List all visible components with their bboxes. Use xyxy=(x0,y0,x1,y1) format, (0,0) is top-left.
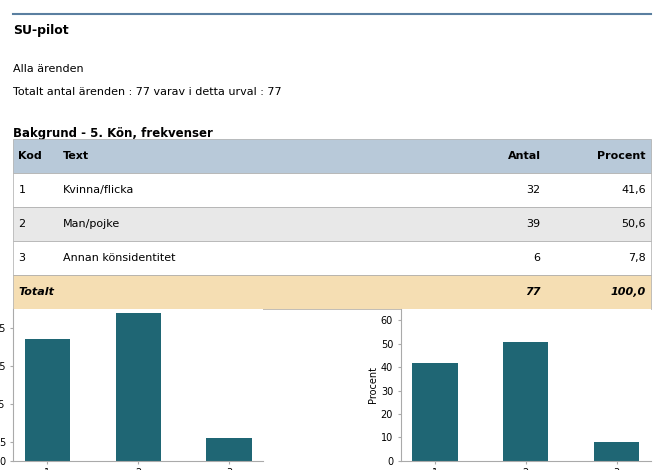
Text: 39: 39 xyxy=(527,219,540,229)
Text: Annan könsidentitet: Annan könsidentitet xyxy=(63,253,175,263)
FancyBboxPatch shape xyxy=(13,173,651,207)
Bar xyxy=(25,339,70,461)
Text: Text: Text xyxy=(63,151,89,161)
Text: 1: 1 xyxy=(19,185,25,195)
Text: Procent: Procent xyxy=(597,151,645,161)
Y-axis label: Procent: Procent xyxy=(368,366,378,403)
Text: Antal: Antal xyxy=(507,151,540,161)
Text: Man/pojke: Man/pojke xyxy=(63,219,120,229)
Text: Kod: Kod xyxy=(19,151,42,161)
Text: Bakgrund - 5. Kön, frekvenser: Bakgrund - 5. Kön, frekvenser xyxy=(13,126,213,140)
Text: 77: 77 xyxy=(525,287,540,297)
Bar xyxy=(412,363,457,461)
Text: 100,0: 100,0 xyxy=(610,287,645,297)
Text: 50,6: 50,6 xyxy=(621,219,645,229)
Text: 6: 6 xyxy=(533,253,540,263)
FancyBboxPatch shape xyxy=(13,139,651,173)
Text: Totalt: Totalt xyxy=(19,287,54,297)
Text: 41,6: 41,6 xyxy=(621,185,645,195)
FancyBboxPatch shape xyxy=(13,241,651,275)
Text: Kvinna/flicka: Kvinna/flicka xyxy=(63,185,134,195)
Bar xyxy=(116,313,161,461)
Text: 32: 32 xyxy=(527,185,540,195)
Text: SU-pilot: SU-pilot xyxy=(13,24,69,37)
Bar xyxy=(503,343,548,461)
Text: Totalt antal ärenden : 77 varav i detta urval : 77: Totalt antal ärenden : 77 varav i detta … xyxy=(13,86,282,97)
Bar xyxy=(207,438,252,461)
Text: 3: 3 xyxy=(19,253,25,263)
Bar xyxy=(594,442,639,461)
Text: 7,8: 7,8 xyxy=(628,253,645,263)
Text: 2: 2 xyxy=(19,219,25,229)
FancyBboxPatch shape xyxy=(13,275,651,309)
FancyBboxPatch shape xyxy=(13,207,651,241)
Text: Alla ärenden: Alla ärenden xyxy=(13,64,84,74)
